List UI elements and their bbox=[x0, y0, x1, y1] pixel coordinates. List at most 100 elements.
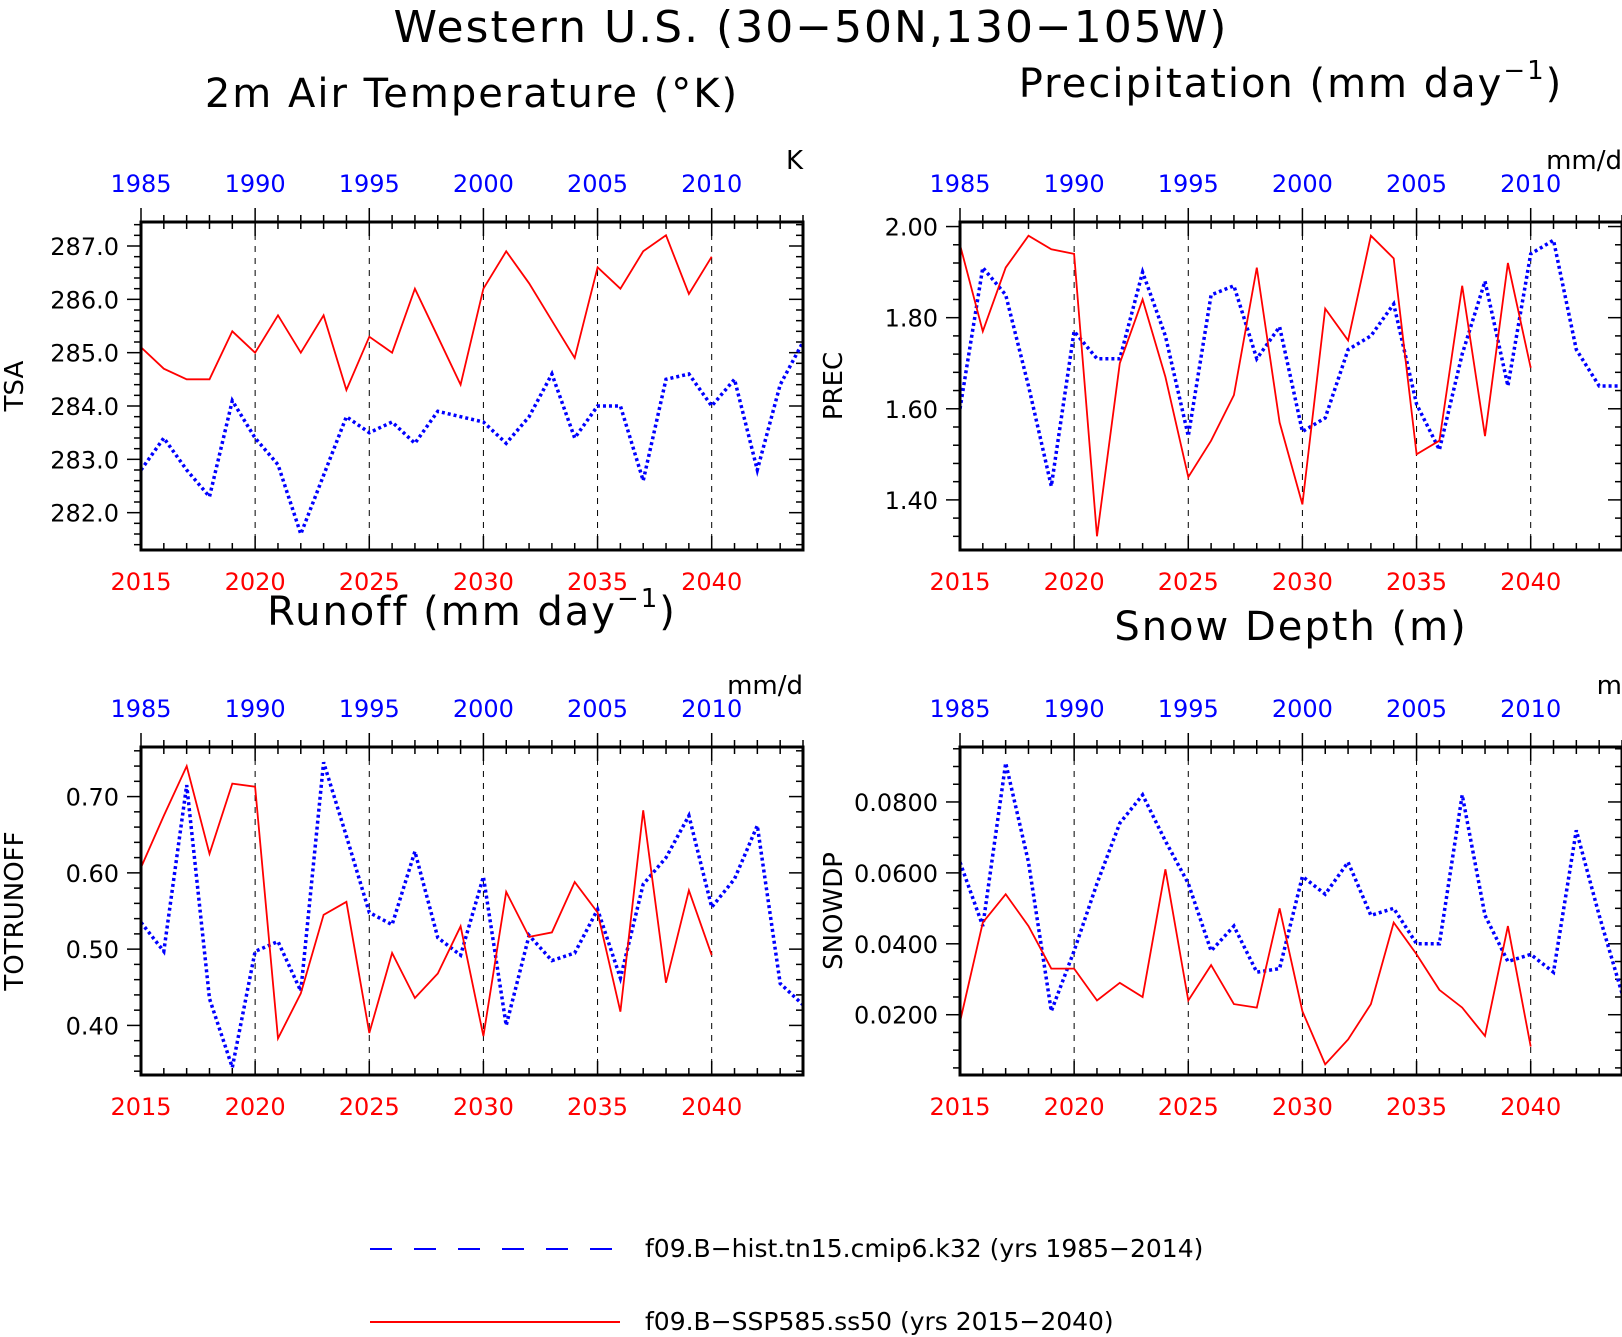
legend-line-hist bbox=[370, 1248, 620, 1250]
x-tick-label-bottom: 2020 bbox=[1044, 1093, 1105, 1121]
x-tick-label-top: 2005 bbox=[567, 695, 628, 723]
y-tick-label: 0.0800 bbox=[854, 789, 938, 817]
legend-label-hist: f09.B−hist.tn15.cmip6.k32 (yrs 1985−2014… bbox=[645, 1234, 1204, 1263]
x-tick-label-top: 2005 bbox=[567, 170, 628, 198]
units-label: m bbox=[1597, 671, 1622, 701]
x-tick-label-bottom: 2015 bbox=[110, 1093, 171, 1121]
y-tick-label: 0.50 bbox=[66, 936, 119, 964]
x-tick-label-bottom: 2030 bbox=[1272, 568, 1333, 596]
y-axis-label: SNOWDP bbox=[819, 852, 849, 970]
series-line-hist bbox=[141, 761, 803, 1075]
y-tick-label: 1.80 bbox=[885, 305, 938, 333]
x-tick-label-top: 1995 bbox=[1158, 695, 1219, 723]
x-tick-label-bottom: 2020 bbox=[1044, 568, 1105, 596]
y-tick-label: 282.0 bbox=[50, 500, 119, 528]
x-tick-label-top: 1990 bbox=[1044, 170, 1105, 198]
series-line-ssp bbox=[141, 763, 713, 1042]
plot-frame bbox=[139, 745, 805, 1077]
y-tick-label: 286.0 bbox=[50, 286, 119, 314]
legend-label-ssp: f09.B−SSP585.ss50 (yrs 2015−2040) bbox=[645, 1307, 1114, 1336]
series-line-hist bbox=[960, 237, 1622, 487]
y-tick-label: 285.0 bbox=[50, 340, 119, 368]
units-label: mm/d bbox=[727, 671, 803, 701]
y-axis-label: TSA bbox=[0, 360, 30, 412]
x-tick-label-bottom: 2025 bbox=[339, 1093, 400, 1121]
x-tick-label-top: 2010 bbox=[1500, 695, 1561, 723]
x-tick-label-bottom: 2040 bbox=[1500, 568, 1561, 596]
x-tick-label-top: 2010 bbox=[681, 695, 742, 723]
x-tick-label-top: 1995 bbox=[1158, 170, 1219, 198]
x-tick-label-bottom: 2030 bbox=[1272, 1093, 1333, 1121]
x-tick-label-top: 1985 bbox=[110, 170, 171, 198]
y-tick-label: 0.70 bbox=[66, 784, 119, 812]
x-tick-label-bottom: 2025 bbox=[1158, 1093, 1219, 1121]
y-tick-label: 0.0600 bbox=[854, 860, 938, 888]
x-tick-label-top: 1990 bbox=[225, 170, 286, 198]
x-tick-label-bottom: 2035 bbox=[1386, 568, 1447, 596]
x-tick-label-bottom: 2040 bbox=[681, 568, 742, 596]
x-tick-label-top: 1985 bbox=[110, 695, 171, 723]
plot-frame bbox=[958, 220, 1622, 552]
x-tick-label-top: 2000 bbox=[453, 170, 514, 198]
plot-frame bbox=[139, 220, 805, 552]
legend-line-ssp bbox=[370, 1321, 620, 1323]
x-tick-label-top: 1990 bbox=[1044, 695, 1105, 723]
units-label: K bbox=[786, 146, 804, 176]
x-tick-label-bottom: 2040 bbox=[681, 1093, 742, 1121]
x-tick-label-bottom: 2020 bbox=[225, 1093, 286, 1121]
y-tick-label: 0.0400 bbox=[854, 931, 938, 959]
x-tick-label-top: 1985 bbox=[929, 170, 990, 198]
units-label: mm/d bbox=[1546, 146, 1622, 176]
x-tick-label-bottom: 2025 bbox=[1158, 568, 1219, 596]
x-tick-label-top: 2005 bbox=[1386, 170, 1447, 198]
x-tick-label-top: 1985 bbox=[929, 695, 990, 723]
panel-4: Snow Depth (m) m SNOWDP 2015 2020 2025 2030 203… bbox=[819, 604, 1622, 1121]
series-line-ssp bbox=[960, 869, 1532, 1067]
series-line-hist bbox=[141, 341, 803, 540]
x-tick-label-top: 2000 bbox=[1272, 170, 1333, 198]
y-tick-label: 284.0 bbox=[50, 393, 119, 421]
series-line-hist bbox=[960, 762, 1622, 1019]
y-tick-label: 2.00 bbox=[885, 214, 938, 242]
main-title: Western U.S. (30−50N,130−105W) bbox=[393, 2, 1229, 53]
panel-3: Runoff (mm day−1) mm/d TOTRUNOFF 2015 2020 20… bbox=[0, 584, 805, 1121]
panel-title: Runoff (mm day−1) bbox=[267, 584, 677, 635]
x-tick-label-bottom: 2035 bbox=[567, 1093, 628, 1121]
y-axis-label: PREC bbox=[819, 352, 849, 420]
series-line-ssp bbox=[141, 233, 713, 393]
x-tick-label-top: 2005 bbox=[1386, 695, 1447, 723]
x-tick-label-top: 2000 bbox=[1272, 695, 1333, 723]
y-axis-label: TOTRUNOFF bbox=[0, 831, 30, 991]
x-tick-label-bottom: 2025 bbox=[339, 568, 400, 596]
y-tick-label: 0.60 bbox=[66, 860, 119, 888]
x-tick-label-bottom: 2015 bbox=[929, 568, 990, 596]
x-tick-label-bottom: 2015 bbox=[929, 1093, 990, 1121]
panel-2: Precipitation (mm day−1) mm/d PREC 2015 2020… bbox=[819, 56, 1622, 596]
x-tick-label-top: 1995 bbox=[339, 695, 400, 723]
plot-frame bbox=[958, 745, 1622, 1077]
x-tick-label-bottom: 2020 bbox=[225, 568, 286, 596]
x-tick-label-bottom: 2030 bbox=[453, 568, 514, 596]
panel-title: Precipitation (mm day−1) bbox=[1019, 56, 1564, 107]
y-tick-label: 0.40 bbox=[66, 1012, 119, 1040]
y-tick-label: 0.0200 bbox=[854, 1002, 938, 1030]
y-tick-label: 1.40 bbox=[885, 487, 938, 515]
x-tick-label-bottom: 2035 bbox=[1386, 1093, 1447, 1121]
panel-title: 2m Air Temperature (°K) bbox=[205, 71, 739, 117]
x-tick-label-bottom: 2040 bbox=[1500, 1093, 1561, 1121]
x-tick-label-bottom: 2015 bbox=[110, 568, 171, 596]
y-tick-label: 1.60 bbox=[885, 396, 938, 424]
legend-item-hist: f09.B−hist.tn15.cmip6.k32 (yrs 1985−2014… bbox=[370, 1234, 1250, 1264]
x-tick-label-top: 1995 bbox=[339, 170, 400, 198]
series-line-ssp bbox=[960, 233, 1532, 537]
x-tick-label-top: 2000 bbox=[453, 695, 514, 723]
panel-1: 2m Air Temperature (°K) K TSA 2015 2020 2025 2… bbox=[0, 71, 805, 596]
legend-item-ssp: f09.B−SSP585.ss50 (yrs 2015−2040) bbox=[370, 1307, 1250, 1337]
x-tick-label-bottom: 2035 bbox=[567, 568, 628, 596]
x-tick-label-bottom: 2030 bbox=[453, 1093, 514, 1121]
y-tick-label: 283.0 bbox=[50, 446, 119, 474]
x-tick-label-top: 2010 bbox=[1500, 170, 1561, 198]
x-tick-label-top: 2010 bbox=[681, 170, 742, 198]
y-tick-label: 287.0 bbox=[50, 233, 119, 261]
